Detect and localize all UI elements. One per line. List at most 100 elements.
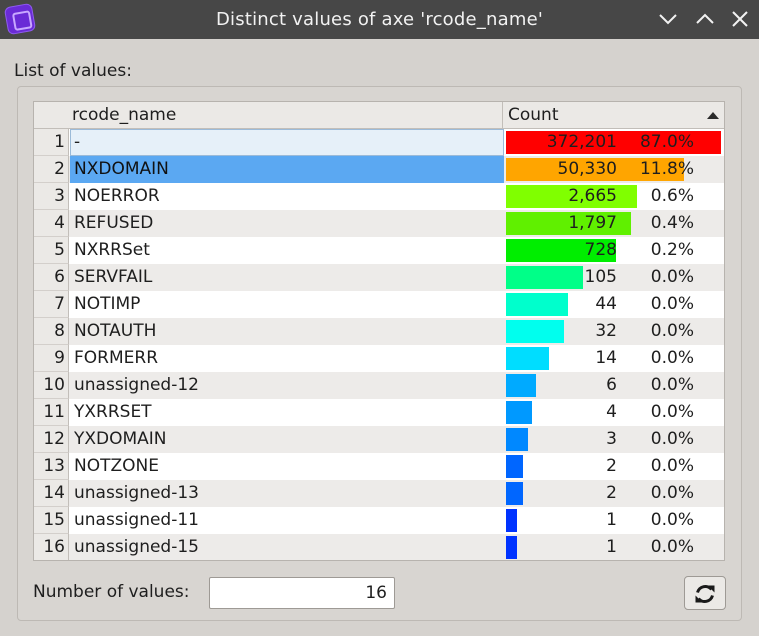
count-cell[interactable]: 50,330 11.8% bbox=[505, 156, 724, 183]
rcode-name-cell[interactable]: REFUSED bbox=[74, 213, 154, 233]
table-header: rcode_name Count bbox=[34, 102, 724, 129]
row-number: 5 bbox=[34, 237, 69, 264]
table-row[interactable]: 9 FORMERR 14 0.0% bbox=[34, 345, 724, 372]
table-row[interactable]: 16 unassigned-15 1 0.0% bbox=[34, 534, 724, 560]
rcode-name-cell[interactable]: unassigned-15 bbox=[74, 537, 199, 557]
row-number: 15 bbox=[34, 507, 69, 534]
rcode-name-cell[interactable]: NXDOMAIN bbox=[70, 156, 504, 183]
rcode-name-cell[interactable]: NOERROR bbox=[74, 186, 160, 206]
row-number: 6 bbox=[34, 264, 69, 291]
rcode-name-cell[interactable]: YXDOMAIN bbox=[74, 429, 167, 449]
table-row[interactable]: 3 NOERROR 2,665 0.6% bbox=[34, 183, 724, 210]
count-cell[interactable]: 1,797 0.4% bbox=[505, 210, 724, 237]
count-cell[interactable]: 6 0.0% bbox=[505, 372, 724, 399]
count-value: 2 bbox=[606, 483, 617, 503]
table-row[interactable]: 4 REFUSED 1,797 0.4% bbox=[34, 210, 724, 237]
count-value: 50,330 bbox=[557, 159, 617, 179]
count-percent: 0.2% bbox=[650, 240, 694, 260]
rcode-name-cell[interactable]: NXRRSet bbox=[74, 240, 150, 260]
row-number: 9 bbox=[34, 345, 69, 372]
count-percent: 0.0% bbox=[650, 456, 694, 476]
count-percent: 0.0% bbox=[650, 429, 694, 449]
rcode-name-cell[interactable]: YXRRSET bbox=[74, 402, 152, 422]
title-bar[interactable]: Distinct values of axe 'rcode_name' bbox=[0, 0, 759, 39]
refresh-icon bbox=[695, 585, 715, 603]
table-row[interactable]: 6 SERVFAIL 105 0.0% bbox=[34, 264, 724, 291]
count-cell[interactable]: 3 0.0% bbox=[505, 426, 724, 453]
count-percent: 0.0% bbox=[650, 510, 694, 530]
rcode-name-cell[interactable]: unassigned-13 bbox=[74, 483, 199, 503]
maximize-icon[interactable] bbox=[690, 4, 720, 34]
table-row[interactable]: 7 NOTIMP 44 0.0% bbox=[34, 291, 724, 318]
count-cell[interactable]: 14 0.0% bbox=[505, 345, 724, 372]
row-number: 7 bbox=[34, 291, 69, 318]
count-percent: 0.0% bbox=[650, 321, 694, 341]
table-row[interactable]: 1- 372,201 87.0% bbox=[34, 129, 724, 156]
table-row[interactable]: 10 unassigned-12 6 0.0% bbox=[34, 372, 724, 399]
values-table[interactable]: rcode_name Count 1-372,201 87.0% 2 NXDOMAIN… bbox=[33, 101, 725, 561]
table-body: 1-372,201 87.0% 2 NXDOMAIN 50,330 11.8% 3 NOERR… bbox=[34, 129, 724, 560]
table-row[interactable]: 2 NXDOMAIN 50,330 11.8% bbox=[34, 156, 724, 183]
close-icon[interactable] bbox=[725, 4, 755, 34]
count-percent: 0.0% bbox=[650, 483, 694, 503]
row-number: 1 bbox=[34, 129, 69, 156]
count-value: 1,797 bbox=[568, 213, 617, 233]
list-of-values-label: List of values: bbox=[14, 61, 132, 81]
rcode-name-cell[interactable]: FORMERR bbox=[74, 348, 159, 368]
count-cell[interactable]: 2,665 0.6% bbox=[505, 183, 724, 210]
count-cell[interactable]: 1 0.0% bbox=[505, 534, 724, 560]
count-value: 2,665 bbox=[568, 186, 617, 206]
count-bar bbox=[506, 320, 564, 343]
count-cell[interactable]: 32 0.0% bbox=[505, 318, 724, 345]
table-row[interactable]: 15 unassigned-11 1 0.0% bbox=[34, 507, 724, 534]
rcode-name-cell[interactable]: SERVFAIL bbox=[74, 267, 153, 287]
row-number: 14 bbox=[34, 480, 69, 507]
row-number: 3 bbox=[34, 183, 69, 210]
count-value: 44 bbox=[595, 294, 617, 314]
row-number: 13 bbox=[34, 453, 69, 480]
refresh-button[interactable] bbox=[684, 576, 726, 610]
table-row[interactable]: 12 YXDOMAIN 3 0.0% bbox=[34, 426, 724, 453]
count-value: 372,201 bbox=[546, 132, 617, 152]
count-percent: 0.0% bbox=[650, 402, 694, 422]
column-header-count-label: Count bbox=[508, 105, 559, 125]
window-title: Distinct values of axe 'rcode_name' bbox=[215, 9, 543, 30]
count-bar bbox=[506, 293, 568, 316]
count-cell[interactable]: 372,201 87.0% bbox=[505, 129, 724, 156]
number-of-values-label: Number of values: bbox=[33, 582, 190, 602]
count-cell[interactable]: 4 0.0% bbox=[505, 399, 724, 426]
row-number: 16 bbox=[34, 534, 69, 560]
table-row[interactable]: 8 NOTAUTH 32 0.0% bbox=[34, 318, 724, 345]
count-cell[interactable]: 728 0.2% bbox=[505, 237, 724, 264]
rcode-name-cell[interactable]: NOTAUTH bbox=[74, 321, 157, 341]
rcode-name-cell[interactable]: unassigned-11 bbox=[74, 510, 199, 530]
table-row[interactable]: 14 unassigned-13 2 0.0% bbox=[34, 480, 724, 507]
count-bar bbox=[506, 482, 523, 505]
rcode-name-cell[interactable]: NOTZONE bbox=[74, 456, 159, 476]
rcode-name-cell[interactable]: NOTIMP bbox=[74, 294, 141, 314]
count-bar bbox=[506, 158, 684, 181]
table-row[interactable]: 11 YXRRSET 4 0.0% bbox=[34, 399, 724, 426]
column-header-rcode-name[interactable]: rcode_name bbox=[70, 102, 503, 129]
table-row[interactable]: 13 NOTZONE 2 0.0% bbox=[34, 453, 724, 480]
row-number: 8 bbox=[34, 318, 69, 345]
count-cell[interactable]: 1 0.0% bbox=[505, 507, 724, 534]
count-value: 1 bbox=[606, 537, 617, 557]
count-value: 3 bbox=[606, 429, 617, 449]
minimize-icon[interactable] bbox=[653, 4, 683, 34]
count-value: 32 bbox=[595, 321, 617, 341]
column-header-count[interactable]: Count bbox=[505, 102, 724, 129]
count-cell[interactable]: 2 0.0% bbox=[505, 453, 724, 480]
count-cell[interactable]: 44 0.0% bbox=[505, 291, 724, 318]
number-of-values-field[interactable]: 16 bbox=[209, 577, 395, 609]
count-cell[interactable]: 2 0.0% bbox=[505, 480, 724, 507]
count-cell[interactable]: 105 0.0% bbox=[505, 264, 724, 291]
rcode-name-cell[interactable]: unassigned-12 bbox=[74, 375, 199, 395]
table-row[interactable]: 5 NXRRSet 728 0.2% bbox=[34, 237, 724, 264]
count-value: 2 bbox=[606, 456, 617, 476]
row-number: 10 bbox=[34, 372, 69, 399]
row-number: 4 bbox=[34, 210, 69, 237]
rcode-name-cell[interactable]: - bbox=[70, 129, 504, 156]
count-percent: 0.0% bbox=[650, 348, 694, 368]
